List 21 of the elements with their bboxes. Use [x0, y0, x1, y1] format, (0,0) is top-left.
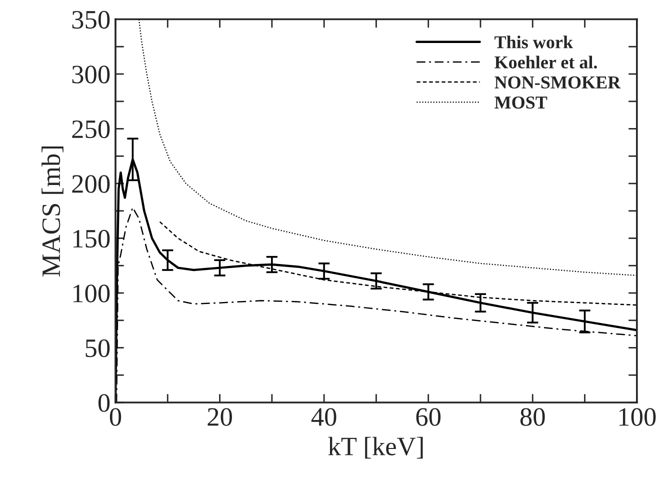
- y-axis-title: MACS [mb]: [42, 146, 64, 276]
- y-tick-label: 250: [72, 120, 110, 138]
- x-axis-title: kT [keV]: [328, 436, 423, 459]
- x-tick-label: 60: [416, 408, 441, 426]
- y-tick-label: 150: [73, 230, 110, 248]
- x-tick-label: 20: [208, 408, 232, 426]
- y-tick-label: 350: [72, 10, 110, 29]
- y-tick-label: 100: [73, 284, 110, 302]
- y-tick-label: 300: [72, 66, 110, 84]
- line-series: [138, 19, 637, 276]
- x-tick-label: 0: [110, 408, 122, 426]
- y-tick-label: 200: [72, 175, 110, 193]
- x-tick-label: 80: [520, 408, 545, 426]
- legend-label: Koehler et al.: [494, 56, 597, 69]
- y-tick-label: 0: [98, 394, 110, 412]
- x-tick-label: 100: [619, 408, 656, 426]
- legend-label: This work: [494, 36, 573, 48]
- y-tick-label: 50: [86, 339, 110, 358]
- legend-label: NON-SMOKER: [494, 76, 621, 89]
- x-tick-label: 40: [311, 408, 336, 426]
- legend-label: MOST: [494, 96, 548, 109]
